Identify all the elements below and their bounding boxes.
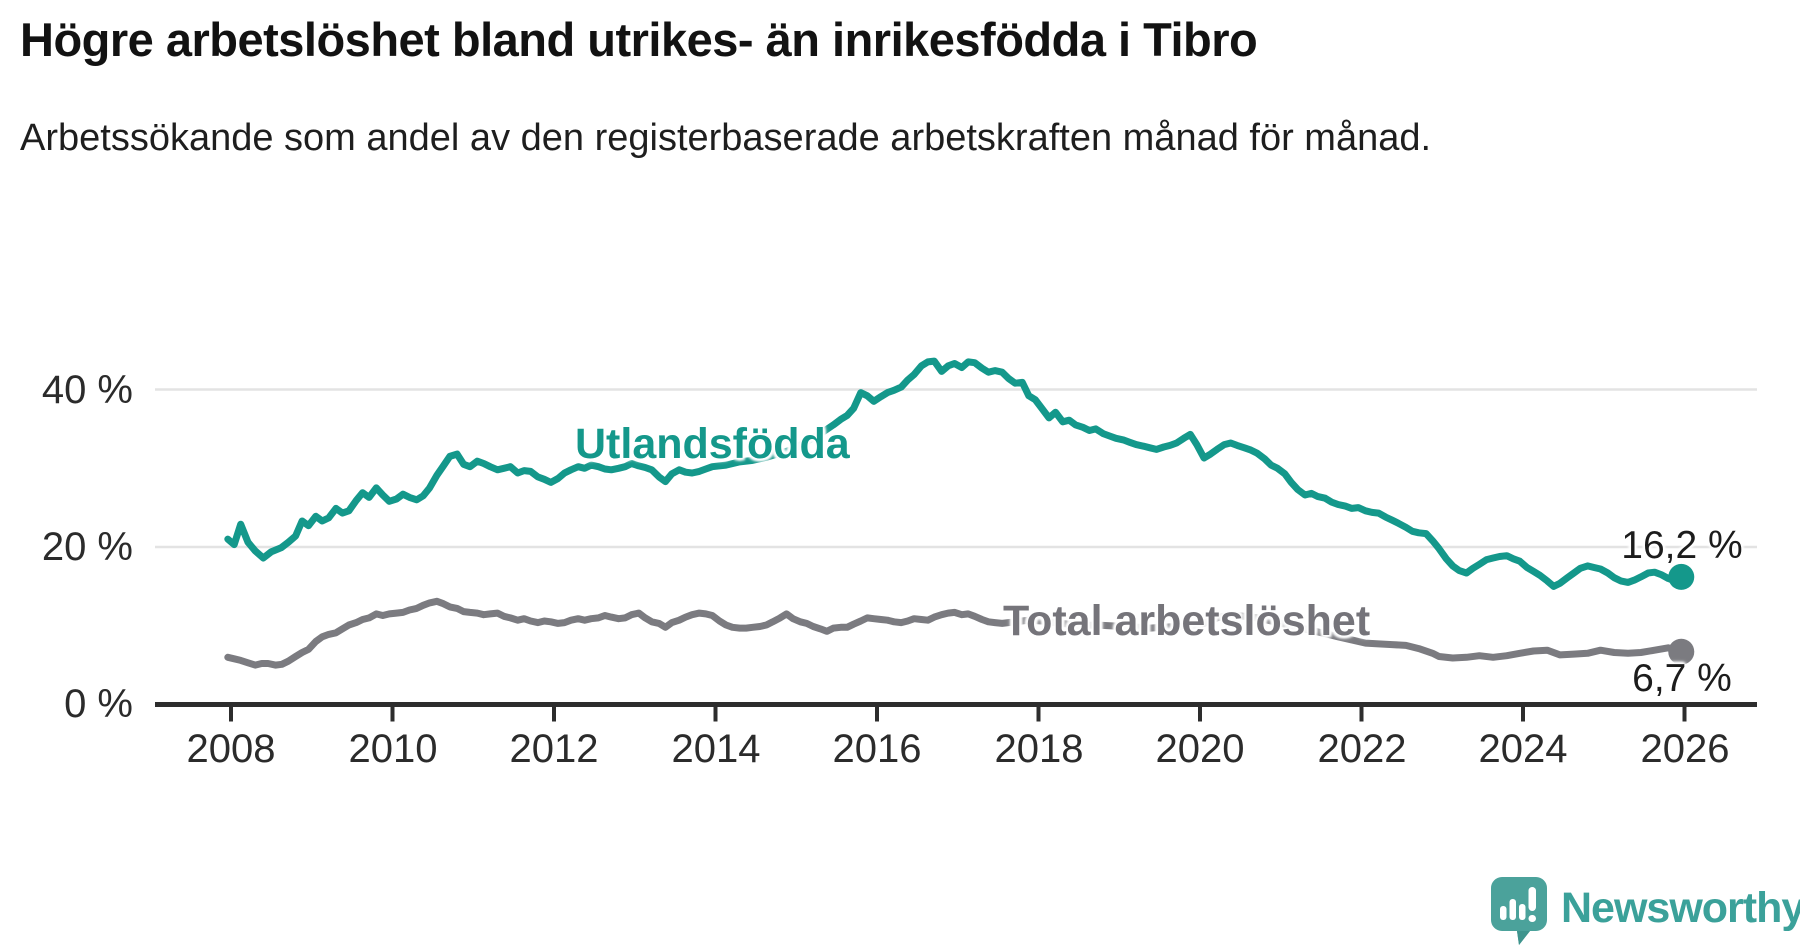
x-tick-label-2022: 2022	[1317, 727, 1407, 771]
x-tick-label-2014: 2014	[671, 727, 761, 771]
series-label-utlandsfodda: Utlandsfödda	[575, 420, 850, 468]
x-tick-label-2018: 2018	[994, 727, 1084, 771]
series-end-dot-0	[1668, 563, 1695, 590]
y-tick-label-40: 40 %	[41, 368, 133, 412]
newsworthy-logo-text: Newsworthy	[1561, 883, 1800, 932]
series-line-0	[224, 357, 1685, 590]
newsworthy-logo: Newsworthy	[1490, 876, 1800, 946]
x-tick-label-2026: 2026	[1640, 727, 1730, 771]
y-tick-label-20: 20 %	[41, 525, 133, 569]
y-tick-label-0: 0 %	[64, 682, 133, 726]
series-label-total-arbetsloshet: Total arbetslöshet	[1003, 597, 1371, 645]
x-tick-label-2010: 2010	[348, 727, 438, 771]
x-tick-label-2012: 2012	[509, 727, 599, 771]
series-end-dot-1	[1668, 638, 1695, 665]
x-tick-label-2020: 2020	[1155, 727, 1245, 771]
x-tick-label-2024: 2024	[1478, 727, 1568, 771]
series-line-1	[224, 597, 1685, 669]
end-value-label-total: 6,7 %	[1632, 657, 1732, 700]
x-tick-label-2016: 2016	[832, 727, 922, 771]
page-title: Högre arbetslöshet bland utrikes- än inr…	[20, 13, 1258, 66]
end-value-label-utlandsfodda: 16,2 %	[1621, 524, 1743, 567]
chart-subtitle: Arbetssökande som andel av den registerb…	[20, 117, 1432, 159]
x-tick-label-2008: 2008	[186, 727, 276, 771]
newsworthy-logo-icon	[1491, 877, 1547, 945]
